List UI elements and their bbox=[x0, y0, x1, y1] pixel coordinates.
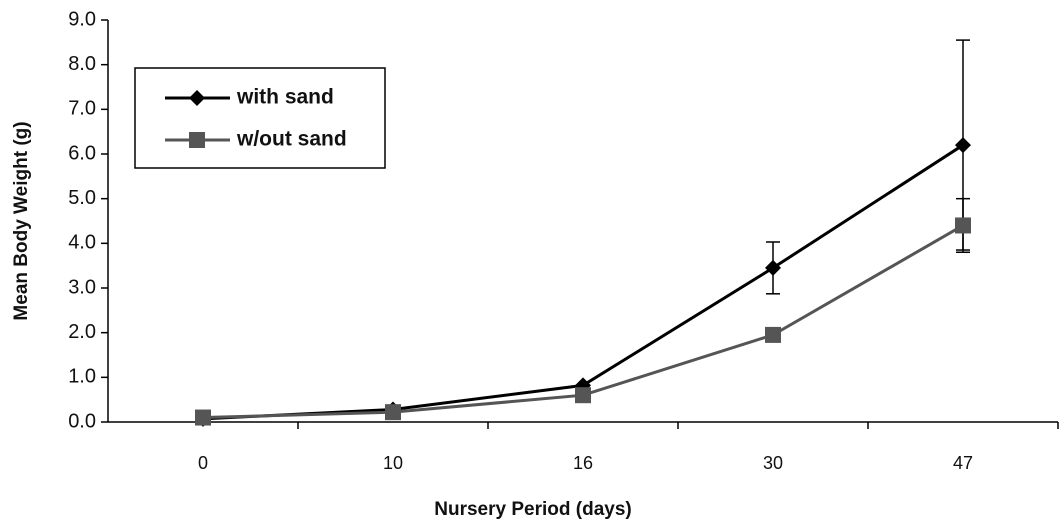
marker bbox=[189, 90, 205, 106]
y-tick-label: 5.0 bbox=[68, 187, 96, 209]
marker bbox=[385, 404, 401, 421]
legend-label: with sand bbox=[236, 86, 334, 109]
x-tick-label: 47 bbox=[953, 453, 973, 473]
y-axis-title: Mean Body Weight (g) bbox=[11, 121, 32, 320]
y-tick-label: 2.0 bbox=[68, 321, 96, 343]
y-tick-label: 9.0 bbox=[68, 8, 96, 30]
y-tick-label: 6.0 bbox=[68, 142, 96, 164]
x-tick-label: 16 bbox=[573, 453, 593, 473]
x-tick-label: 10 bbox=[383, 453, 403, 473]
x-tick-label: 0 bbox=[198, 453, 208, 473]
marker bbox=[955, 217, 971, 234]
marker bbox=[575, 387, 591, 404]
x-axis-title: Nursery Period (days) bbox=[434, 499, 631, 520]
marker bbox=[195, 409, 211, 426]
marker bbox=[765, 326, 781, 343]
y-tick-label: 7.0 bbox=[68, 98, 96, 120]
y-tick-label: 8.0 bbox=[68, 53, 96, 75]
y-tick-label: 1.0 bbox=[68, 366, 96, 388]
y-tick-label: 3.0 bbox=[68, 276, 96, 298]
marker bbox=[955, 137, 971, 154]
y-tick-label: 4.0 bbox=[68, 232, 96, 254]
x-tick-label: 30 bbox=[763, 453, 783, 473]
marker bbox=[765, 259, 781, 276]
legend-box bbox=[134, 67, 386, 169]
legend-label: w/out sand bbox=[236, 128, 347, 151]
y-tick-label: 0.0 bbox=[68, 410, 96, 432]
marker bbox=[189, 132, 205, 148]
